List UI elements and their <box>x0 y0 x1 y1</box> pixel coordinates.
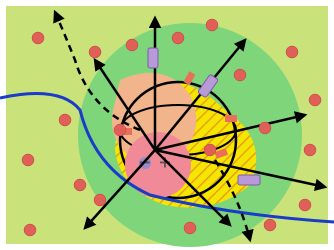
page: {"labels": {"minus": "−", "plus": "+"}} … <box>0 0 334 250</box>
diagram: − + <box>0 0 334 250</box>
